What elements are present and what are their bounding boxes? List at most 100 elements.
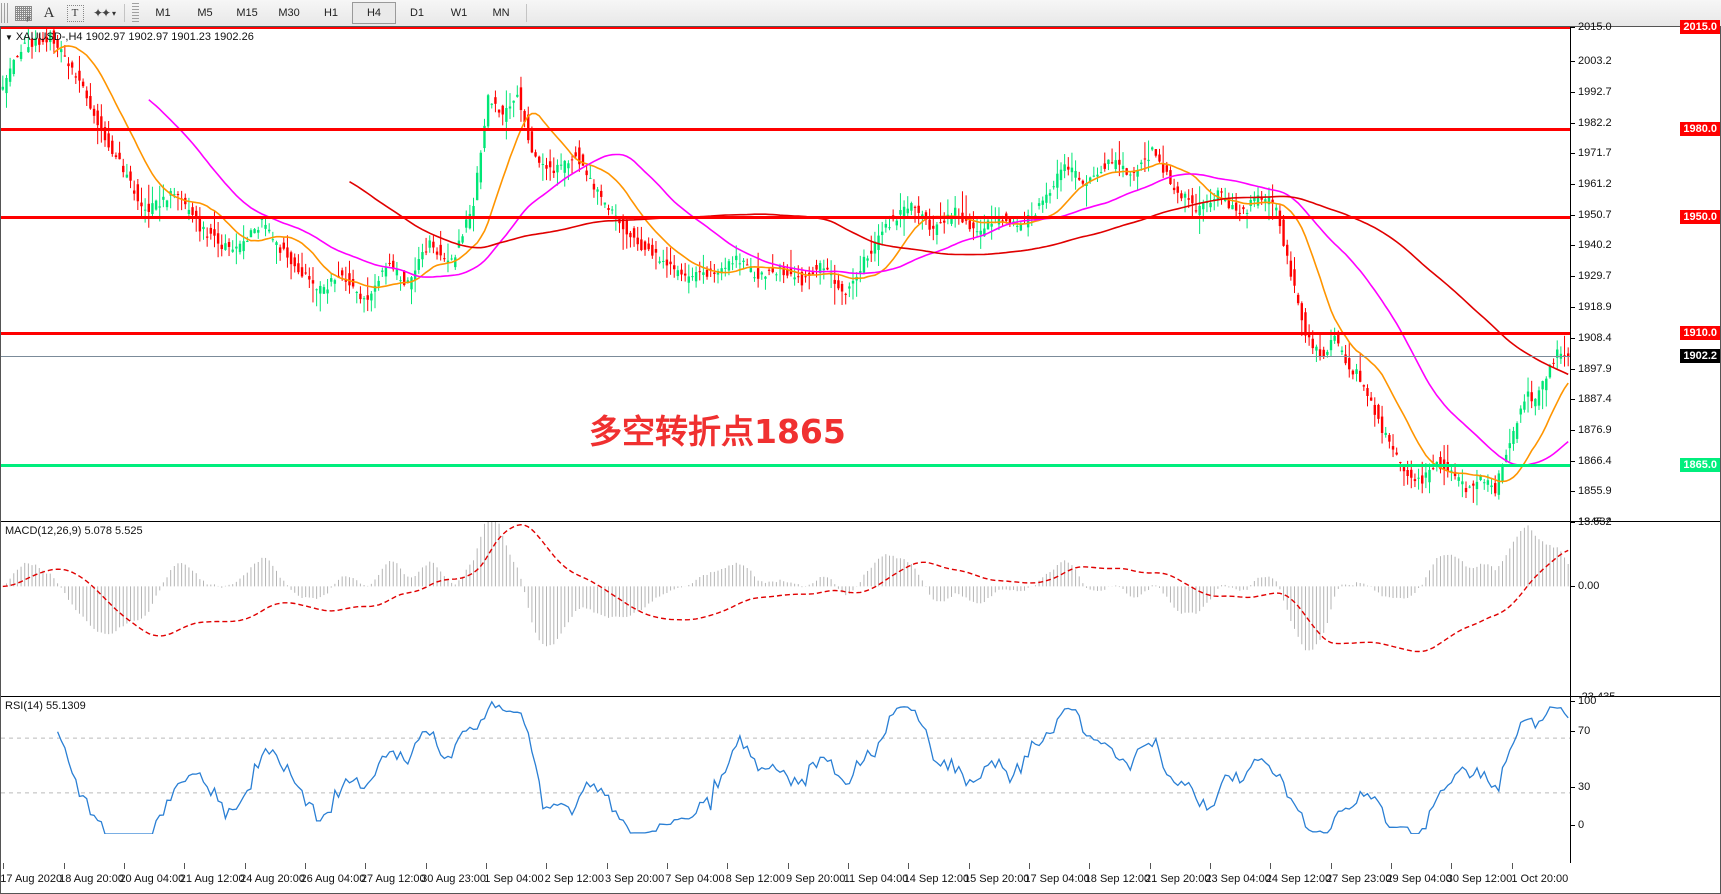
time-tick-mark	[365, 863, 367, 869]
macd-pane[interactable]: MACD(12,26,9) 5.078 5.525 13.6320.00-23.…	[1, 516, 1720, 703]
time-axis-label: 18 Aug 20:00	[59, 873, 124, 885]
time-tick-mark	[1270, 863, 1272, 869]
crosshair-icon[interactable]	[10, 2, 36, 24]
time-tick-mark	[485, 863, 487, 869]
time-tick-mark	[63, 863, 65, 869]
price-plot-area[interactable]: 多空转折点1865	[1, 27, 1570, 521]
rsi-plot-area[interactable]	[1, 697, 1570, 863]
time-tick-mark	[546, 863, 548, 869]
time-tick-mark	[3, 863, 5, 869]
level-tag-1980.0: 1980.0	[1680, 122, 1720, 137]
time-axis-label: 30 Aug 23:00	[421, 873, 487, 885]
price-tick: 1961.2	[1571, 178, 1612, 190]
level-line-1902.2[interactable]	[1, 356, 1570, 358]
price-tick: 1855.9	[1571, 485, 1612, 497]
timeframe-m1[interactable]: M1	[155, 7, 171, 19]
time-axis-label: 15 Sep 20:00	[963, 873, 1030, 885]
timeframe-d1[interactable]: D1	[409, 7, 425, 19]
timeframe-group-grip[interactable]	[132, 3, 140, 23]
time-tick-mark	[425, 863, 427, 869]
price-scale[interactable]: 2015.0 2003.2 1992.7 1982.2 1971.7 1961.2 1950…	[1570, 20, 1720, 528]
price-tick: 1971.7	[1571, 147, 1612, 159]
price-tick: 1876.9	[1571, 424, 1612, 436]
timeframe-h4[interactable]: H4	[352, 2, 397, 24]
level-line-2015.0[interactable]	[1, 27, 1570, 29]
price-tick: 1908.4	[1571, 332, 1612, 344]
macd-tick: 0.00	[1571, 580, 1599, 592]
toolbar-divider	[124, 4, 126, 22]
chart-annotation-text[interactable]: 多空转折点1865	[589, 412, 846, 451]
price-tick: 1982.2	[1571, 117, 1612, 129]
time-axis-label: 24 Sep 12:00	[1265, 873, 1332, 885]
time-tick-mark	[304, 863, 306, 869]
level-line-1980.0[interactable]	[1, 128, 1570, 132]
level-tag-1902.2: 1902.2	[1680, 349, 1720, 364]
time-axis-label: 14 Sep 12:00	[903, 873, 970, 885]
time-axis-label: 21 Aug 12:00	[179, 873, 245, 885]
level-line-1865.0[interactable]	[1, 463, 1570, 467]
time-axis-label: 24 Aug 20:00	[240, 873, 305, 885]
time-axis-label: 17 Aug 2020	[0, 873, 63, 885]
macd-series-svg	[2, 522, 1569, 653]
price-tick: 2015.0	[1571, 21, 1612, 33]
toolbar-grip[interactable]	[1, 3, 8, 23]
timeframe-w1[interactable]: W1	[450, 7, 468, 19]
time-axis-label: 1 Oct 20:00	[1511, 873, 1569, 885]
rsi-scale[interactable]: 100 70 30 0	[1570, 695, 1720, 863]
time-tick-mark	[1330, 863, 1332, 869]
text-box-icon[interactable]: T	[62, 2, 88, 24]
time-axis-label: 23 Sep 04:00	[1205, 873, 1271, 885]
time-tick-mark	[727, 863, 729, 869]
level-line-1910.0[interactable]	[1, 332, 1570, 336]
time-tick-mark	[184, 863, 186, 869]
timeframe-mn[interactable]: MN	[492, 7, 510, 19]
level-line-1950.0[interactable]	[1, 215, 1570, 219]
price-pane[interactable]: ▼ XAUUSD-,H4 1902.97 1902.97 1901.23 1902…	[1, 20, 1720, 528]
chart-frame: ▼ XAUUSD-,H4 1902.97 1902.97 1901.23 1902…	[0, 20, 1721, 894]
rsi-tick: 100	[1571, 695, 1596, 707]
price-tick: 1897.9	[1571, 363, 1612, 375]
time-tick-mark	[666, 863, 668, 869]
time-tick-mark	[787, 863, 789, 869]
time-axis-label: 11 Sep 04:00	[843, 873, 909, 885]
time-tick-mark	[848, 863, 850, 869]
level-tag-1865.0: 1865.0	[1680, 457, 1720, 472]
rsi-label: RSI(14) 55.1309	[5, 700, 86, 712]
price-tick: 1929.7	[1571, 270, 1612, 282]
timeframe-h1[interactable]: H1	[323, 7, 339, 19]
timeframe-m15[interactable]: M15	[236, 7, 258, 19]
rsi-pane[interactable]: RSI(14) 55.1309 100 70 30 0	[1, 695, 1720, 864]
time-axis-label: 20 Aug 04:00	[119, 873, 185, 885]
objects-icon[interactable]: ✦✦	[92, 6, 111, 20]
time-axis-label: 8 Sep 12:00	[725, 873, 785, 885]
price-tick: 1992.7	[1571, 86, 1612, 98]
price-tick: 2003.2	[1571, 55, 1612, 67]
time-tick-mark	[1511, 863, 1513, 869]
symbol-ohlc-text: XAUUSD-,H4 1902.97 1902.97 1901.23 1902.…	[15, 31, 254, 43]
time-tick-mark	[1391, 863, 1393, 869]
collapse-arrow-icon[interactable]: ▼	[5, 33, 13, 42]
time-axis[interactable]: 17 Aug 2020 18 Aug 20:00 20 Aug 04:00 21 Au…	[0, 863, 1720, 893]
timeframe-m5[interactable]: M5	[197, 7, 213, 19]
time-tick-mark	[244, 863, 246, 869]
price-tick: 1950.7	[1571, 209, 1612, 221]
objects-dropdown-caret[interactable]: ▾	[112, 8, 117, 18]
rsi-tick: 70	[1571, 725, 1590, 737]
level-tag-2015.0: 2015.0	[1680, 20, 1720, 34]
macd-plot-area[interactable]	[1, 522, 1570, 696]
time-axis-label: 9 Sep 20:00	[786, 873, 846, 885]
level-tag-1950.0: 1950.0	[1680, 209, 1720, 224]
time-axis-label: 30 Sep 12:00	[1446, 873, 1513, 885]
time-tick-mark	[1089, 863, 1091, 869]
timeframe-m30[interactable]: M30	[278, 7, 300, 19]
time-axis-label: 18 Sep 12:00	[1084, 873, 1151, 885]
text-label-icon[interactable]: A	[43, 4, 55, 21]
price-series-svg	[1, 27, 1570, 506]
level-tag-1910.0: 1910.0	[1680, 326, 1720, 341]
time-axis-label: 27 Aug 12:00	[360, 873, 426, 885]
chart-toolbar: A T ✦✦ ▾ M1 M5 M15 M30 H1 H4 D1 W1 MN	[0, 0, 1721, 27]
time-tick-mark	[1451, 863, 1453, 869]
macd-tick: 13.632	[1571, 516, 1612, 528]
